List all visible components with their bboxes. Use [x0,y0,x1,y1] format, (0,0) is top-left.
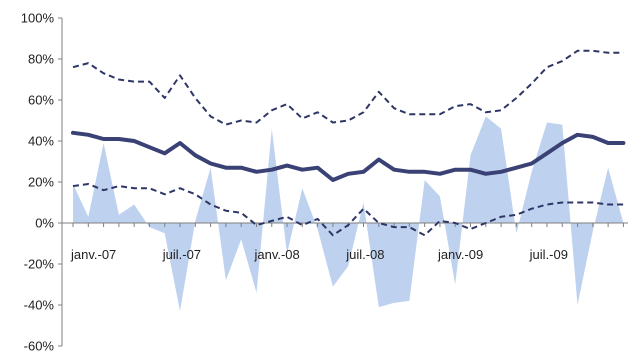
line-layer [71,49,626,237]
y-tick-label: 80% [28,52,54,67]
x-tick-label: janv.-07 [70,247,116,262]
x-tick-label: juil.-09 [529,247,568,262]
y-tick-label: 100% [21,11,55,26]
x-tick-label: juil.-08 [345,247,384,262]
y-tick-label: -20% [24,257,55,272]
x-tick-label: janv.-09 [437,247,483,262]
y-tick-label: 0% [35,216,54,231]
series-dashed-line-1 [72,49,624,126]
y-tick-label: 60% [28,93,54,108]
series-dashed-line-3 [72,183,624,237]
y-tick-label: -40% [24,298,55,313]
area-layer [73,116,624,312]
x-tick-label: juil.-07 [162,247,201,262]
axis-layer [58,17,628,347]
y-tick-label: 20% [28,175,54,190]
x-tick-label: janv.-08 [253,247,299,262]
label-layer: -60% -40% -20% 0% 20% 40% 60% 80% 100% janv.-07 ju… [21,11,568,354]
y-tick-label: 40% [28,134,54,149]
series-area-0 [73,116,624,312]
y-tick-label: -60% [24,339,55,354]
series-solid-line-2 [71,130,626,182]
